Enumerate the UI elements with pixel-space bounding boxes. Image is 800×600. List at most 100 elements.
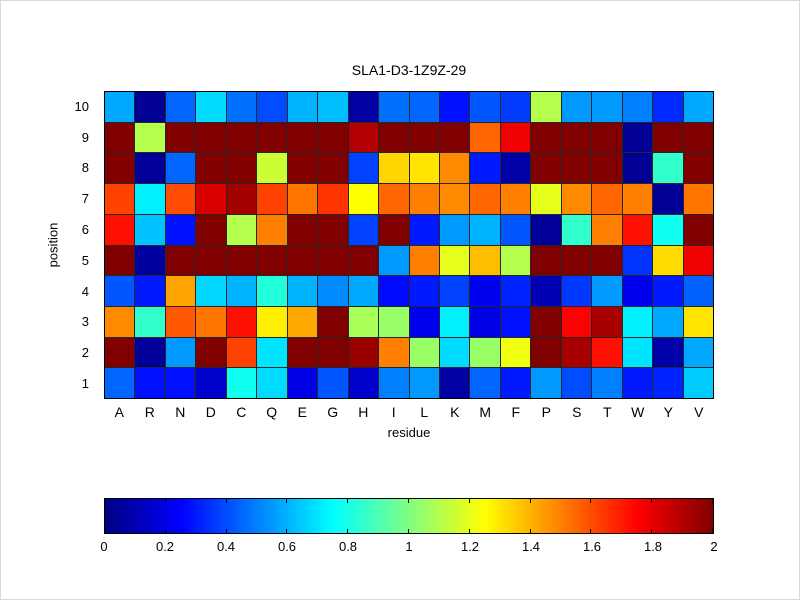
heatmap-cell bbox=[531, 92, 561, 122]
heatmap-cell bbox=[653, 245, 683, 276]
heatmap-cell bbox=[257, 337, 287, 368]
x-tick-label: A bbox=[114, 404, 124, 420]
heatmap-cell bbox=[531, 368, 561, 398]
heatmap-cell bbox=[105, 153, 135, 184]
heatmap-cell bbox=[379, 122, 409, 153]
heatmap-cell bbox=[135, 122, 165, 153]
heatmap-cell bbox=[561, 337, 592, 368]
heatmap-cell bbox=[379, 276, 409, 306]
heatmap-cell bbox=[439, 245, 470, 276]
heatmap-cell bbox=[379, 184, 409, 214]
heatmap-cell bbox=[105, 276, 135, 306]
heatmap-cell bbox=[135, 214, 165, 245]
heatmap-cell bbox=[592, 337, 622, 368]
heatmap-cell bbox=[165, 306, 196, 337]
heatmap-cell bbox=[653, 337, 683, 368]
heatmap-cell bbox=[622, 306, 653, 337]
heatmap-cell bbox=[592, 122, 622, 153]
heatmap-cell bbox=[257, 92, 287, 122]
heatmap-cell bbox=[592, 306, 622, 337]
heatmap-cell bbox=[287, 122, 318, 153]
heatmap-cell bbox=[257, 276, 287, 306]
heatmap-cell bbox=[135, 245, 165, 276]
heatmap-cell bbox=[622, 276, 653, 306]
heatmap-cell bbox=[592, 214, 622, 245]
heatmap-cell bbox=[226, 276, 257, 306]
heatmap-cell bbox=[135, 306, 165, 337]
heatmap-cell bbox=[165, 368, 196, 398]
heatmap-cell bbox=[196, 306, 226, 337]
heatmap-cell bbox=[470, 92, 500, 122]
heatmap-cell bbox=[500, 184, 531, 214]
colorbar-tick-label: 1 bbox=[405, 539, 413, 554]
heatmap-cell bbox=[318, 153, 348, 184]
heatmap-cell bbox=[318, 276, 348, 306]
colorbar-tick-label: 0 bbox=[100, 539, 108, 554]
heatmap-cell bbox=[135, 153, 165, 184]
heatmap-cell bbox=[470, 306, 500, 337]
heatmap-cell bbox=[653, 153, 683, 184]
heatmap-cell bbox=[561, 306, 592, 337]
heatmap-cell bbox=[348, 306, 379, 337]
colorbar-tick-mark bbox=[468, 499, 470, 503]
heatmap-cell bbox=[561, 214, 592, 245]
x-tick-label: P bbox=[541, 404, 551, 420]
heatmap-cell bbox=[622, 337, 653, 368]
colorbar-tick-label: 0.2 bbox=[155, 539, 175, 554]
heatmap-cell bbox=[287, 276, 318, 306]
heatmap-cell bbox=[379, 245, 409, 276]
heatmap-cell bbox=[531, 214, 561, 245]
colorbar-tick-mark bbox=[225, 499, 227, 503]
heatmap-cell bbox=[409, 92, 439, 122]
heatmap-cell bbox=[348, 368, 379, 398]
heatmap-cell bbox=[439, 184, 470, 214]
heatmap-cell bbox=[287, 184, 318, 214]
heatmap-cell bbox=[226, 122, 257, 153]
heatmap-cell bbox=[470, 276, 500, 306]
heatmap-cell bbox=[287, 153, 318, 184]
heatmap-cell bbox=[257, 214, 287, 245]
colorbar-tick-label: 0.4 bbox=[216, 539, 236, 554]
heatmap-cell bbox=[226, 245, 257, 276]
y-tick-label: 5 bbox=[81, 252, 89, 268]
colorbar-tick-mark bbox=[286, 529, 288, 533]
heatmap-cell bbox=[379, 337, 409, 368]
heatmap-cell bbox=[653, 276, 683, 306]
heatmap-cell bbox=[409, 214, 439, 245]
colorbar-tick-mark bbox=[164, 529, 166, 533]
heatmap-cell bbox=[257, 306, 287, 337]
colorbar-tick-label: 0.8 bbox=[338, 539, 358, 554]
heatmap-cell bbox=[561, 122, 592, 153]
heatmap-cell bbox=[105, 92, 135, 122]
y-tick-label: 2 bbox=[81, 345, 89, 361]
colorbar-tick-mark bbox=[712, 499, 713, 503]
colorbar-tick-mark bbox=[104, 499, 105, 503]
heatmap-cell bbox=[226, 368, 257, 398]
heatmap-cell bbox=[409, 184, 439, 214]
heatmap-cell bbox=[500, 92, 531, 122]
heatmap-cell bbox=[226, 337, 257, 368]
colorbar-tick-mark bbox=[286, 499, 288, 503]
heatmap-cell bbox=[379, 306, 409, 337]
heatmap-cell bbox=[683, 337, 713, 368]
heatmap-cell bbox=[470, 368, 500, 398]
y-tick-label: 1 bbox=[81, 376, 89, 392]
heatmap-cell bbox=[683, 368, 713, 398]
heatmap-cell bbox=[348, 214, 379, 245]
heatmap-cell bbox=[196, 214, 226, 245]
heatmap-cell bbox=[135, 184, 165, 214]
heatmap-cell bbox=[196, 368, 226, 398]
heatmap-cell bbox=[318, 214, 348, 245]
heatmap-cell bbox=[165, 337, 196, 368]
heatmap-cell bbox=[561, 276, 592, 306]
heatmap-cell bbox=[379, 368, 409, 398]
heatmap-cell bbox=[500, 245, 531, 276]
heatmap-cell bbox=[287, 337, 318, 368]
heatmap-cell bbox=[622, 214, 653, 245]
x-tick-label: Y bbox=[663, 404, 673, 420]
heatmap-cell bbox=[592, 368, 622, 398]
heatmap-cell bbox=[318, 184, 348, 214]
x-tick-label: V bbox=[694, 404, 704, 420]
heatmap-cell bbox=[348, 184, 379, 214]
